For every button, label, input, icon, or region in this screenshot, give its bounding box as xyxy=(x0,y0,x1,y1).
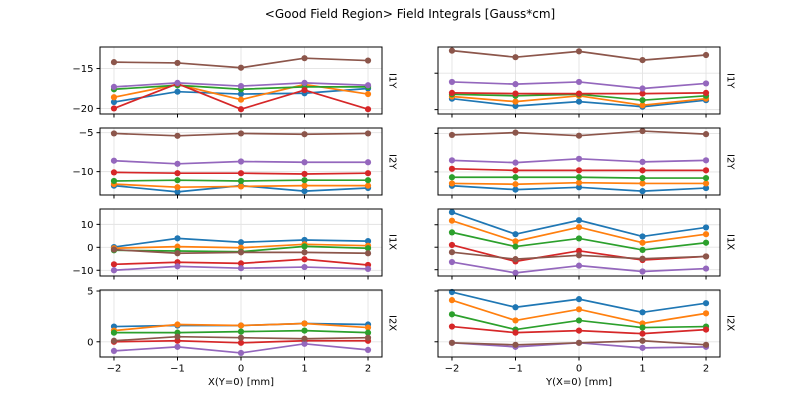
y-tick-label: −10 xyxy=(72,266,93,277)
row-label-i2y-right: I2Y xyxy=(724,153,736,170)
x-tick-label: 2 xyxy=(703,364,709,375)
x-tick-label: 2 xyxy=(365,364,371,375)
x-tick-label: 0 xyxy=(576,364,582,375)
y-tick-label: 10 xyxy=(81,220,94,231)
y-tick-label: −20 xyxy=(72,104,93,115)
y-tick-label: 0 xyxy=(87,337,93,348)
row-label-i1x-left: I1X xyxy=(386,234,398,251)
x-axis-label-left: X(Y=0) [mm] xyxy=(208,377,274,388)
row-label-i2y-left: I2Y xyxy=(386,153,398,170)
x-tick-label: −2 xyxy=(107,364,122,375)
x-tick-label: −2 xyxy=(445,364,460,375)
x-tick-label: 0 xyxy=(238,364,244,375)
row-label-i1y-left: I1Y xyxy=(386,72,398,89)
x-axis-label-right: Y(X=0) [mm] xyxy=(546,377,612,388)
y-tick-label: −10 xyxy=(72,167,93,178)
y-tick-label: 0 xyxy=(87,243,93,254)
x-tick-label: 1 xyxy=(301,364,307,375)
row-label-i1y-right: I1Y xyxy=(724,72,736,89)
x-tick-label: −1 xyxy=(508,364,523,375)
row-label-i2x-left: I2X xyxy=(386,315,398,332)
x-tick-label: 1 xyxy=(639,364,645,375)
y-tick-label: −5 xyxy=(79,128,94,139)
figure-title: <Good Field Region> Field Integrals [Gau… xyxy=(264,7,556,21)
row-label-i2x-right: I2X xyxy=(724,315,736,332)
x-tick-label: −1 xyxy=(170,364,185,375)
row-label-i1x-right: I1X xyxy=(724,234,736,251)
y-tick-label: −15 xyxy=(72,64,93,75)
y-tick-label: 5 xyxy=(87,287,93,298)
